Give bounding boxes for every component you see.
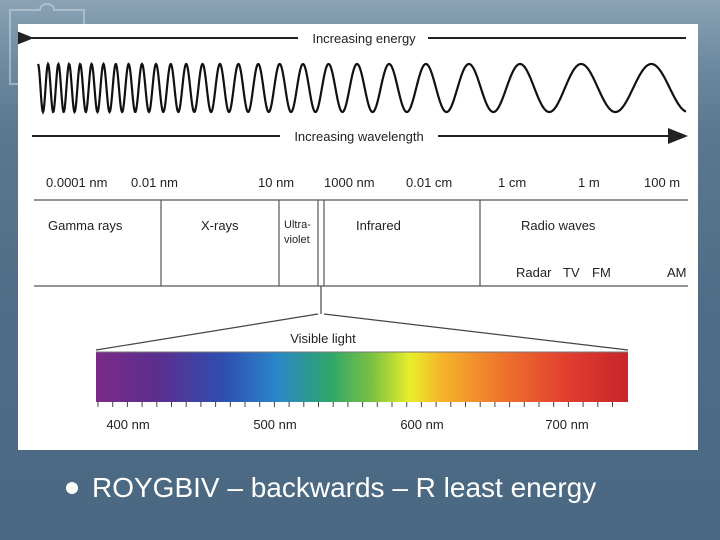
radio-band: Radar xyxy=(516,265,552,280)
wave-curve xyxy=(36,61,687,115)
spectrum-diagram: Increasing energy Increasing wavelength … xyxy=(18,27,688,432)
scale-label: 1 cm xyxy=(498,175,526,190)
scale-label: 1000 nm xyxy=(324,175,375,190)
visible-tick-label: 400 nm xyxy=(106,417,149,432)
visible-tick-label: 700 nm xyxy=(545,417,588,432)
visible-connector xyxy=(323,313,629,351)
radio-band: TV xyxy=(563,265,580,280)
radio-band: AM xyxy=(667,265,687,280)
visible-connector xyxy=(95,313,319,351)
visible-tick-label: 600 nm xyxy=(400,417,443,432)
region-xray: X-rays xyxy=(201,218,239,233)
region-uv: Ultra- xyxy=(284,219,311,231)
region-infrared: Infrared xyxy=(356,218,401,233)
scale-label: 100 m xyxy=(644,175,680,190)
region-radio: Radio waves xyxy=(521,218,596,233)
spectrum-figure: Increasing energy Increasing wavelength … xyxy=(18,24,698,450)
visible-tick-label: 500 nm xyxy=(253,417,296,432)
energy-label: Increasing energy xyxy=(312,31,416,46)
bullet-text: ROYGBIV – backwards – R least energy xyxy=(92,472,597,503)
radio-band: FM xyxy=(592,265,611,280)
region-uv: violet xyxy=(284,234,310,246)
visible-light-label: Visible light xyxy=(290,331,356,346)
scale-label: 0.0001 nm xyxy=(46,175,107,190)
scale-label: 0.01 nm xyxy=(131,175,178,190)
scale-label: 1 m xyxy=(578,175,600,190)
region-gamma: Gamma rays xyxy=(48,218,123,233)
scale-label: 10 nm xyxy=(258,175,294,190)
bullet-dot-icon xyxy=(66,482,78,494)
wavelength-label: Increasing wavelength xyxy=(294,129,423,144)
bullet-item: ROYGBIV – backwards – R least energy xyxy=(66,468,596,508)
visible-spectrum-bar xyxy=(96,352,628,402)
scale-label: 0.01 cm xyxy=(406,175,452,190)
